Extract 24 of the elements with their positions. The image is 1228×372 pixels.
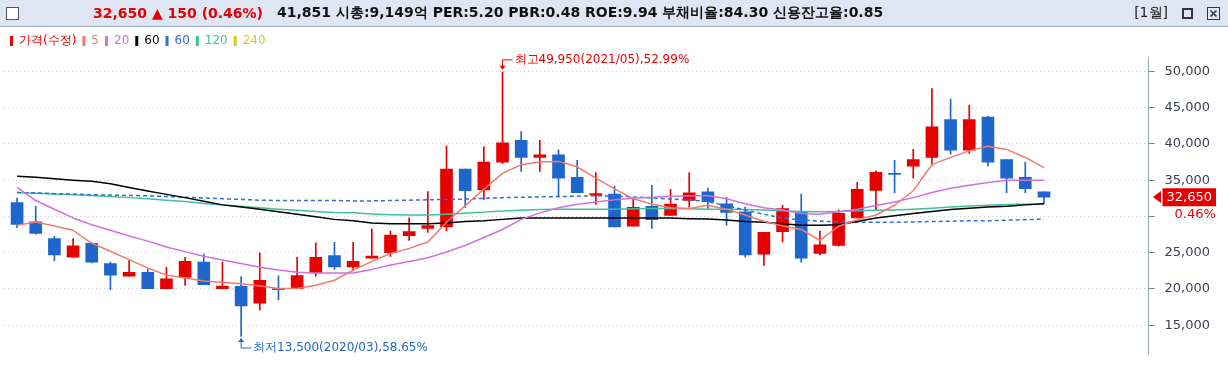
candlestick: [421, 191, 435, 233]
chart-title: 32,650 ▲ 150 (0.46%): [93, 5, 264, 21]
candlestick: [533, 140, 547, 172]
y-tick-label: 15,000: [1164, 316, 1211, 332]
legend-label: 60: [144, 33, 160, 48]
legend-label: 5: [91, 33, 99, 48]
candlestick: [906, 149, 920, 179]
y-tick-label: 40,000: [1164, 135, 1211, 151]
legend-label: 20: [114, 33, 130, 48]
legend-label: 120: [204, 33, 228, 48]
annotation: 최저13,500(2020/03),58.65%: [253, 340, 428, 355]
text: 32,650: [1166, 188, 1213, 204]
annotation: 최고49,950(2021/05),52.99%: [514, 51, 690, 66]
text: [1월]: [1134, 4, 1168, 22]
legend-label: 60: [174, 33, 190, 48]
text: 0.46%: [1174, 206, 1216, 222]
y-tick-label: 20,000: [1164, 280, 1211, 296]
chart-subtitle: 41,851 시총:9,149억 PER:5.20 PBR:0.48 ROE:9.94 부채비율:84.30 신용잔고율:0.85: [277, 4, 884, 22]
y-tick-label: 35,000: [1164, 171, 1211, 187]
legend-label: 가격(수정): [19, 33, 77, 48]
y-tick-label: 50,000: [1164, 62, 1211, 78]
legend-label: 240: [242, 33, 266, 48]
y-tick-label: 25,000: [1164, 244, 1211, 260]
y-tick-label: 45,000: [1164, 99, 1211, 115]
